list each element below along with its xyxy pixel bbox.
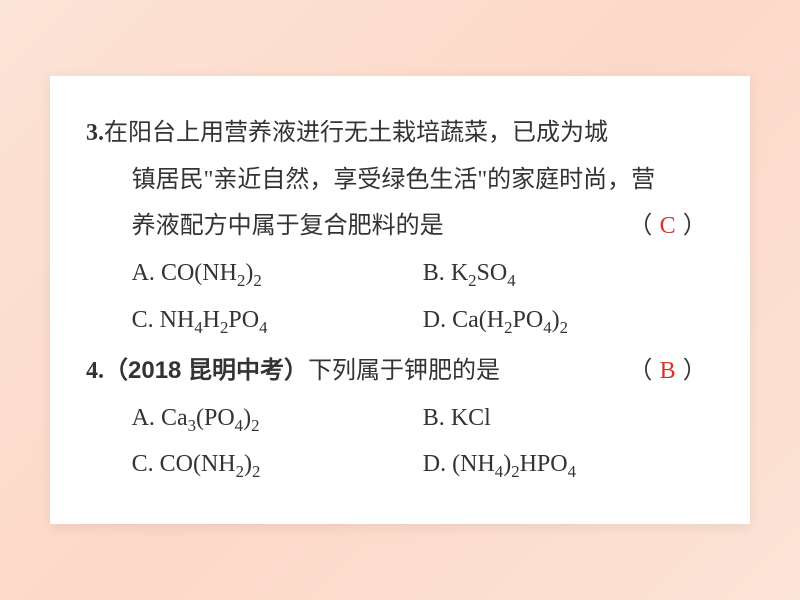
q3-opt-d-formula: Ca(H2PO4)2 xyxy=(452,307,568,333)
q3-number: 3. xyxy=(86,120,104,146)
q3-text-line3: 养液配方中属于复合肥料的是 xyxy=(132,213,444,239)
q4-opt-d-formula: (NH4)2HPO4 xyxy=(452,451,576,477)
q3-options: A. CO(NH2)2 B. K2SO4 C. NH4H2PO4 D. Ca(H… xyxy=(86,250,714,344)
q4-options: A. Ca3(PO4)2 B. KCl C. CO(NH2)2 D. (NH4)… xyxy=(86,395,714,489)
question-4: 4.（2018 昆明中考）下列属于钾肥的是 （B） A. Ca3(PO4)2 B… xyxy=(86,348,714,488)
q3-stem-line3: 养液配方中属于复合肥料的是 （C） xyxy=(86,203,714,250)
q4-answer: B xyxy=(660,358,683,384)
q3-paren-open: （ xyxy=(628,213,659,239)
q3-opt-a-label: A. xyxy=(132,260,161,286)
q3-opt-a-formula: CO(NH2)2 xyxy=(161,260,262,286)
q3-option-a: A. CO(NH2)2 xyxy=(132,250,423,297)
q4-opt-b-label: B. xyxy=(423,405,451,431)
q4-opt-a-formula: Ca3(PO4)2 xyxy=(161,405,260,431)
q4-opt-c-formula: CO(NH2)2 xyxy=(160,451,261,477)
q4-opt-b-formula: KCl xyxy=(451,405,491,431)
q4-paren-open: （ xyxy=(628,358,659,384)
q4-paren-close: ） xyxy=(683,358,714,384)
q3-text-line1: 在阳台上用营养液进行无土栽培蔬菜，已成为城 xyxy=(104,120,608,146)
q4-number: 4. xyxy=(86,358,104,384)
q4-option-c: C. CO(NH2)2 xyxy=(132,441,423,488)
q3-opt-d-label: D. xyxy=(423,307,452,333)
q4-option-d: D. (NH4)2HPO4 xyxy=(423,441,714,488)
q4-option-b: B. KCl xyxy=(423,395,714,442)
q3-opt-b-formula: K2SO4 xyxy=(451,260,516,286)
q3-answer-paren: （C） xyxy=(628,203,714,250)
q4-option-a: A. Ca3(PO4)2 xyxy=(132,395,423,442)
q4-answer-paren: （B） xyxy=(674,348,714,395)
q4-source: （2018 昆明中考） xyxy=(104,357,308,384)
q3-stem-line2: 镇居民"亲近自然，享受绿色生活"的家庭时尚，营 xyxy=(86,157,714,204)
q3-answer: C xyxy=(660,213,683,239)
q4-opt-c-label: C. xyxy=(132,451,160,477)
question-3: 3.在阳台上用营养液进行无土栽培蔬菜，已成为城 镇居民"亲近自然，享受绿色生活"… xyxy=(86,110,714,344)
q4-opt-a-label: A. xyxy=(132,405,161,431)
q4-opt-d-label: D. xyxy=(423,451,452,477)
q3-option-d: D. Ca(H2PO4)2 xyxy=(423,297,714,344)
q4-text: 下列属于钾肥的是 xyxy=(308,358,500,384)
q3-text-line2: 镇居民"亲近自然，享受绿色生活"的家庭时尚，营 xyxy=(132,167,656,193)
q3-option-b: B. K2SO4 xyxy=(423,250,714,297)
q3-opt-b-label: B. xyxy=(423,260,451,286)
q4-stem: 4.（2018 昆明中考）下列属于钾肥的是 （B） xyxy=(86,348,714,395)
question-card: 3.在阳台上用营养液进行无土栽培蔬菜，已成为城 镇居民"亲近自然，享受绿色生活"… xyxy=(50,76,750,524)
q3-opt-c-label: C. xyxy=(132,307,160,333)
q3-opt-c-formula: NH4H2PO4 xyxy=(160,307,268,333)
q3-paren-close: ） xyxy=(683,213,714,239)
q3-stem-line1: 3.在阳台上用营养液进行无土栽培蔬菜，已成为城 xyxy=(86,110,714,157)
q3-option-c: C. NH4H2PO4 xyxy=(132,297,423,344)
